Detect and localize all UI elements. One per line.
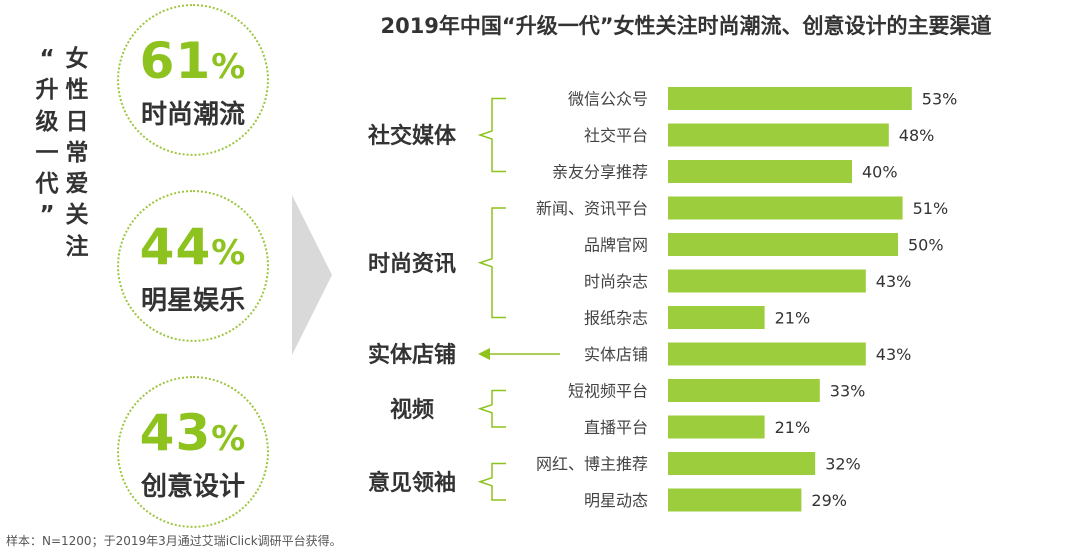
side-title-char: 女 <box>65 46 89 72</box>
footnote: 样本：N=1200；于2019年3月通过艾瑞iClick调研平台获得。 <box>6 534 342 548</box>
side-title-char: 常 <box>65 139 89 166</box>
value-label: 32% <box>825 455 861 474</box>
highlight-unit: % <box>211 233 247 273</box>
highlight-circle-celebrity: 44% 明星娱乐 <box>117 190 269 342</box>
bar <box>668 233 898 256</box>
chevron-right-icon <box>292 195 332 355</box>
side-title-char: 性 <box>65 77 89 104</box>
category-label: 新闻、资讯平台 <box>536 199 648 218</box>
side-title-char: 代 <box>35 171 59 198</box>
group-bracket <box>477 389 506 428</box>
value-label: 51% <box>913 199 949 218</box>
side-title-char: 升 <box>35 77 59 104</box>
highlight-value: 44 <box>139 218 212 276</box>
category-label: 社交平台 <box>584 126 648 145</box>
highlight-circle-design: 43% 创意设计 <box>117 376 269 528</box>
side-title-char: 关 <box>65 202 89 229</box>
group-bracket <box>477 207 506 319</box>
value-label: 43% <box>876 272 912 291</box>
bar <box>668 488 802 512</box>
category-label: 报纸杂志 <box>584 309 648 328</box>
bar <box>668 196 903 220</box>
side-title-char: 注 <box>65 233 89 260</box>
bar <box>668 123 889 147</box>
group-label: 实体店铺 <box>368 342 456 368</box>
value-label: 21% <box>775 418 811 437</box>
value-label: 29% <box>811 491 847 510</box>
value-label: 50% <box>908 236 944 255</box>
category-label: 亲友分享推荐 <box>552 163 648 182</box>
highlight-unit: % <box>211 419 247 459</box>
highlight-label: 时尚潮流 <box>140 100 245 130</box>
side-title-char: “ <box>39 46 55 72</box>
highlight-label: 明星娱乐 <box>140 286 245 316</box>
value-label: 43% <box>876 345 912 364</box>
bar <box>668 415 765 439</box>
highlight-percent: 44% <box>119 222 267 278</box>
chevron-shape <box>292 195 332 355</box>
category-label: 直播平台 <box>584 418 648 437</box>
side-title-char: 日 <box>65 108 89 135</box>
bar <box>668 87 912 110</box>
category-label: 短视频平台 <box>568 382 648 401</box>
side-title-col-2: 女性日常爱关注 <box>64 44 90 263</box>
bar <box>668 269 866 293</box>
bar <box>668 452 816 475</box>
highlight-circle-fashion: 61% 时尚潮流 <box>117 4 269 156</box>
value-label: 21% <box>775 309 811 328</box>
value-label: 53% <box>922 90 958 109</box>
bar <box>668 160 852 183</box>
highlight-percent: 43% <box>119 408 267 464</box>
side-title-char: 级 <box>35 108 59 135</box>
arrow-left-icon <box>478 348 490 360</box>
chart-title: 2019年中国“升级一代”女性关注时尚潮流、创意设计的主要渠道 <box>380 14 992 38</box>
group-bracket <box>477 97 506 173</box>
side-title-col-1: “ 升级一代 ” <box>34 44 60 232</box>
highlight-label: 创意设计 <box>140 472 245 502</box>
bar <box>668 379 820 402</box>
bar <box>668 306 765 329</box>
highlight-value: 61 <box>139 32 212 90</box>
value-label: 33% <box>830 382 866 401</box>
highlight-value: 43 <box>139 404 212 462</box>
highlight-unit: % <box>211 47 247 87</box>
group-label: 时尚资讯 <box>368 252 456 277</box>
highlight-percent: 61% <box>119 36 267 92</box>
category-label: 明星动态 <box>584 491 648 510</box>
group-label: 社交媒体 <box>368 123 457 149</box>
category-label: 微信公众号 <box>568 90 648 109</box>
group-bracket <box>477 462 506 501</box>
category-label: 网红、博主推荐 <box>536 455 648 474</box>
group-label: 视频 <box>390 397 434 423</box>
value-label: 40% <box>862 163 898 182</box>
category-label: 品牌官网 <box>584 236 648 255</box>
side-title-char: ” <box>39 202 55 229</box>
group-label: 意见领袖 <box>368 470 456 496</box>
side-title-char: 爱 <box>65 171 89 198</box>
category-label: 时尚杂志 <box>584 272 648 291</box>
value-label: 48% <box>899 126 935 145</box>
bar <box>668 342 866 366</box>
category-label: 实体店铺 <box>584 345 648 364</box>
side-title-char: 一 <box>35 139 59 166</box>
